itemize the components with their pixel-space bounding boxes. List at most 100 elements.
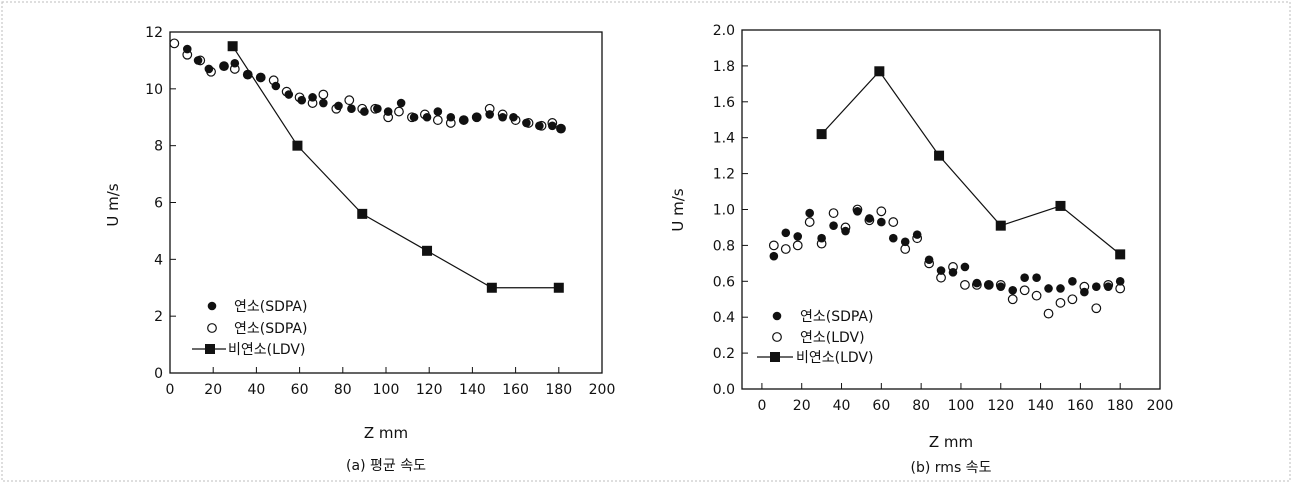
data-point-square: [357, 208, 368, 219]
data-point-square: [553, 282, 564, 293]
x-tick-label: 0: [757, 398, 766, 414]
y-tick-label: 0.2: [713, 346, 735, 362]
data-point-open-circle: [510, 115, 521, 125]
data-point-open-circle: [912, 233, 923, 244]
data-point-filled-circle: [841, 226, 850, 236]
data-point-open-circle: [1043, 308, 1054, 319]
data-point-open-circle: [1079, 281, 1090, 292]
legend-b: 연소(SDPA) 연소(LDV) 비연소(LDV): [757, 309, 873, 366]
data-point-open-circle: [1091, 303, 1102, 314]
data-point-open-circle: [840, 222, 851, 233]
data-point-open-circle: [169, 38, 180, 49]
data-point-open-circle: [344, 95, 355, 106]
data-point-filled-circle: [805, 208, 814, 218]
data-point-filled-circle: [204, 64, 214, 74]
data-point-open-circle: [948, 262, 958, 272]
data-point-open-circle: [195, 55, 206, 66]
data-point-open-circle: [383, 112, 394, 123]
data-point-open-circle: [182, 49, 193, 60]
x-tick-label: 120: [987, 398, 1014, 414]
x-tick-label: 160: [1067, 398, 1094, 414]
data-point-open-circle: [445, 118, 456, 128]
data-point-open-circle: [407, 112, 417, 123]
data-point-filled-circle: [1056, 284, 1065, 293]
data-point-filled-circle: [347, 104, 356, 114]
data-point-filled-circle: [433, 107, 443, 116]
y-tick-label: 1.0: [713, 203, 735, 219]
data-point-filled-circle: [360, 107, 369, 116]
x-tick-label: 180: [1107, 398, 1134, 414]
data-point-filled-circle: [1008, 285, 1018, 295]
data-point-filled-circle: [219, 61, 229, 71]
x-tick-label: 20: [793, 398, 811, 414]
data-point-open-circle: [1007, 294, 1018, 305]
x-tick-label: 100: [373, 382, 400, 398]
data-point-open-circle: [242, 69, 253, 80]
data-point-filled-circle: [548, 121, 557, 131]
series-line-2: [232, 45, 559, 289]
data-point-open-circle: [864, 215, 875, 226]
data-point-square: [1055, 200, 1066, 211]
legend-label-a-1: 연소(SDPA): [234, 321, 307, 337]
data-point-filled-circle: [243, 70, 253, 79]
data-point-filled-circle: [829, 221, 838, 230]
data-point-filled-circle: [877, 217, 886, 227]
data-point-open-circle: [268, 75, 279, 86]
x-axis-b: 0 20 40 60 80 100 120 140 160 180 200: [757, 383, 1173, 414]
data-point-open-circle: [876, 206, 887, 217]
y-tick-label: 0.4: [713, 310, 735, 326]
x-axis-label-b: Z mm: [929, 433, 973, 451]
data-point-filled-circle: [1115, 277, 1125, 286]
data-point-square: [227, 41, 238, 52]
y-tick-label: 1.8: [713, 59, 735, 75]
data-point-open-circle: [1103, 279, 1114, 290]
data-point-open-circle: [229, 64, 240, 74]
data-point-open-circle: [394, 106, 404, 117]
y-axis-label-a: U m/s: [104, 183, 122, 226]
x-tick-label: 40: [833, 398, 851, 414]
data-point-open-circle: [971, 279, 982, 290]
data-point-filled-circle: [498, 112, 507, 122]
data-point-filled-circle: [793, 232, 803, 241]
data-point-open-circle: [983, 279, 994, 290]
data-point-filled-circle: [781, 228, 791, 238]
data-point-filled-circle: [1044, 284, 1053, 293]
data-point-open-circle: [888, 217, 899, 227]
legend-label-b-0: 연소(SDPA): [800, 309, 873, 325]
legend-label-b-1: 연소(LDV): [800, 330, 865, 346]
y-axis-label-b: U m/s: [669, 188, 687, 231]
data-point-open-circle: [536, 120, 547, 131]
data-point-open-circle: [804, 217, 815, 227]
x-tick-label: 80: [334, 382, 352, 398]
data-point-open-circle: [547, 118, 558, 128]
data-point-filled-circle: [319, 98, 328, 108]
y-tick-label: 0: [154, 366, 163, 382]
data-point-square: [422, 245, 433, 256]
data-point-filled-circle: [948, 268, 958, 277]
data-point-open-circle: [995, 279, 1006, 290]
panel-rms-velocity: 0 20 40 60 80 100 120 140 160 180 200 0.0 0.2 0.4 0.6…: [669, 23, 1173, 476]
data-point-open-circle: [1115, 283, 1126, 294]
legend-marker-open-circle-b: [772, 332, 782, 342]
y-tick-label: 6: [154, 196, 163, 212]
y-tick-label: 4: [154, 252, 163, 268]
y-tick-label: 8: [154, 139, 163, 155]
x-tick-label: 200: [589, 382, 616, 398]
data-point-filled-circle: [284, 90, 294, 99]
data-point-filled-circle: [936, 266, 946, 275]
y-axis-b: 0.0 0.2 0.4 0.6 0.8 1.0 1.2 1.4 1.6 1.8 2.0: [713, 23, 748, 398]
data-point-open-circle: [1019, 285, 1030, 296]
legend-label-a-2: 비연소(LDV): [228, 342, 305, 358]
legend-marker-filled-circle-a: [207, 301, 217, 311]
data-point-open-circle: [960, 279, 970, 290]
x-tick-label: 40: [247, 382, 265, 398]
data-point-open-circle: [523, 118, 534, 128]
data-point-filled-circle: [1068, 277, 1077, 286]
data-point-open-circle: [357, 103, 368, 114]
data-point-filled-circle: [1080, 287, 1089, 297]
data-point-open-circle: [900, 244, 911, 254]
data-point-filled-circle: [1032, 273, 1041, 283]
data-point-filled-circle: [1020, 273, 1029, 283]
data-marks-b: [768, 66, 1126, 319]
